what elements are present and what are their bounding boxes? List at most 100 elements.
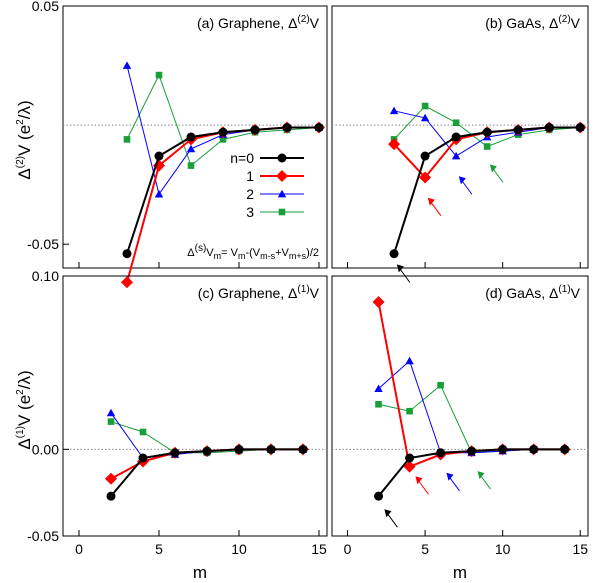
data-point (139, 428, 147, 436)
series-line-3 (378, 384, 565, 454)
data-point (202, 446, 212, 456)
data-point (498, 444, 508, 454)
annotation-arrow (446, 472, 460, 492)
arrow-head (427, 197, 435, 206)
legend-label: 3 (246, 204, 254, 220)
data-point (575, 122, 585, 132)
panel-title: (c) Graphene, Δ(1)V (198, 284, 320, 301)
data-point (374, 491, 384, 501)
data-point (155, 71, 163, 79)
data-point (419, 171, 432, 184)
legend-marker (277, 153, 287, 163)
data-point (282, 122, 292, 132)
annotation-arrow (396, 264, 411, 283)
data-point (374, 384, 383, 393)
panel-title: (a) Graphene, Δ(2)V (197, 14, 320, 31)
annotation-arrow (427, 197, 442, 216)
panel-b: (b) GaAs, Δ(2)V (331, 5, 589, 283)
legend-entry: n=0 (230, 150, 304, 166)
data-point (451, 151, 461, 160)
data-point (451, 132, 461, 142)
y-tick-label: 0.10 (32, 268, 59, 284)
data-point (421, 102, 429, 110)
data-point (106, 408, 116, 417)
data-point (314, 122, 324, 132)
arrow-head (384, 509, 392, 518)
data-point (437, 381, 444, 389)
data-point (122, 61, 132, 69)
data-point (513, 125, 523, 135)
panel-title: (b) GaAs, Δ(2)V (485, 14, 580, 31)
x-tick-label: 15 (311, 541, 327, 557)
data-point (482, 127, 492, 137)
series-line-n0 (126, 126, 319, 255)
x-tick-label: 10 (231, 541, 247, 557)
data-point (403, 460, 416, 473)
data-point (266, 444, 276, 454)
annotation-arrow (489, 164, 504, 183)
legend-entry: 2 (246, 186, 304, 202)
legend-entry: 1 (246, 168, 304, 184)
x-tick-label: 10 (495, 541, 511, 557)
y-tick-label: -0.05 (27, 528, 59, 544)
x-tick-label: 0 (344, 541, 352, 557)
annotation-arrow (458, 176, 473, 195)
series-line-2 (378, 360, 565, 454)
x-tick-label: 5 (421, 541, 429, 557)
y-axis-title-bottom: Δ(1)V (e2/λ) (15, 370, 34, 449)
panel-frame (331, 275, 589, 537)
panel-title: (d) GaAs, Δ(1)V (485, 284, 580, 301)
y-axis-title-top: Δ(2)V (e2/λ) (15, 100, 34, 179)
data-point (406, 407, 413, 415)
panel-a: -0.05 0.05 (a) Graphene, Δ(2)V n=0 1 2 3 Δ(s)Vm… (27, 0, 328, 289)
legend-label: 1 (246, 168, 254, 184)
data-point (436, 448, 446, 458)
panel-c: -0.05 0.00 0.10 0 5 10 15 (c) Graphene, Δ(1)V (27, 268, 328, 557)
panel-d: 0 5 10 15 (d) GaAs, Δ(1)V (331, 275, 589, 557)
annotation-arrow (415, 476, 429, 495)
data-point (187, 162, 195, 169)
data-point (186, 144, 196, 153)
formula-text: Δ(s)Vm= Vm-(Vm-s+Vm+s)/2 (187, 243, 319, 261)
panel-frame (62, 275, 328, 537)
arrow-head (458, 176, 466, 185)
panels: -0.05 0.05 (a) Graphene, Δ(2)V n=0 1 2 3 Δ(s)Vm… (27, 0, 589, 557)
x-axis-title-right: m (453, 563, 467, 582)
data-point (375, 400, 382, 408)
y-tick-label: 0.00 (32, 441, 59, 457)
data-point (107, 418, 115, 425)
series-line-3 (126, 73, 320, 167)
legend-marker (278, 208, 286, 216)
data-point (121, 276, 133, 289)
annotation-arrow (477, 471, 491, 490)
panel-frame (331, 5, 589, 269)
series-line-1 (377, 301, 565, 469)
data-point (219, 136, 227, 143)
annotation-arrow (384, 509, 398, 528)
data-point (218, 127, 228, 137)
data-point (389, 249, 399, 259)
data-point (234, 444, 244, 454)
panel-frame (62, 5, 328, 269)
y-tick-label: -0.05 (27, 236, 59, 252)
arrow-head (396, 264, 404, 273)
data-point (250, 125, 260, 135)
data-point (544, 122, 554, 132)
data-point (388, 138, 401, 151)
x-axis-title-left: m (193, 563, 207, 582)
data-point (298, 444, 308, 454)
data-point (372, 296, 385, 308)
legend-label: 2 (246, 186, 254, 202)
data-point (389, 106, 399, 115)
data-point (560, 444, 570, 454)
data-point (106, 491, 116, 501)
data-point (186, 132, 196, 142)
data-point (105, 472, 117, 485)
legend-marker (277, 189, 287, 198)
legend-label: n=0 (230, 150, 254, 166)
data-point (467, 446, 477, 456)
data-point (420, 151, 430, 161)
legend-entry: 3 (246, 204, 304, 220)
x-tick-label: 15 (572, 541, 588, 557)
